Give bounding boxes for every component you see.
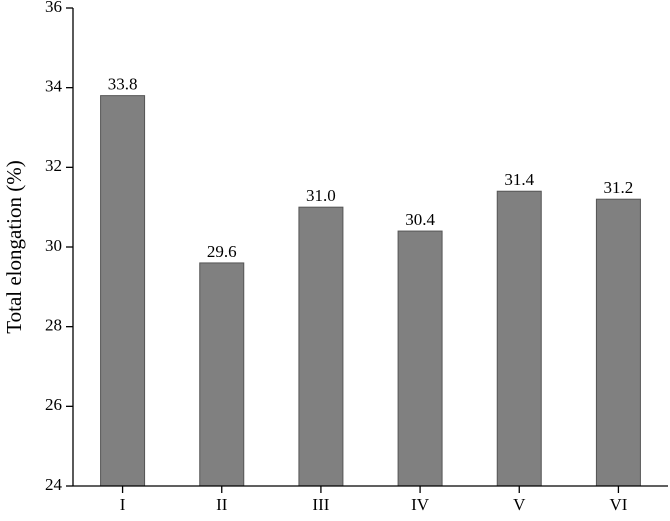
y-tick-label: 30: [45, 236, 62, 255]
y-tick-label: 34: [45, 77, 63, 96]
y-tick-label: 28: [45, 316, 62, 335]
bar: [496, 190, 542, 487]
value-label: 33.8: [108, 75, 138, 94]
x-tick-label: IV: [411, 495, 430, 514]
x-tick-label: II: [216, 495, 228, 514]
bar: [199, 262, 245, 487]
value-label: 31.2: [604, 178, 634, 197]
value-label: 31.4: [504, 170, 534, 189]
value-label: 31.0: [306, 186, 336, 205]
x-tick-label: VI: [609, 495, 627, 514]
y-tick-label: 24: [45, 475, 63, 494]
x-tick-label: III: [312, 495, 329, 514]
y-tick-label: 36: [45, 0, 62, 16]
bar: [595, 198, 641, 487]
bar: [100, 95, 146, 487]
y-axis-label: Total elongation (%): [2, 160, 26, 333]
value-label: 30.4: [405, 210, 435, 229]
x-tick-label: I: [120, 495, 126, 514]
y-tick-label: 32: [45, 156, 62, 175]
value-label: 29.6: [207, 242, 237, 261]
bar: [298, 206, 344, 487]
y-tick-label: 26: [45, 395, 62, 414]
x-tick-label: V: [513, 495, 526, 514]
bar: [397, 230, 443, 487]
